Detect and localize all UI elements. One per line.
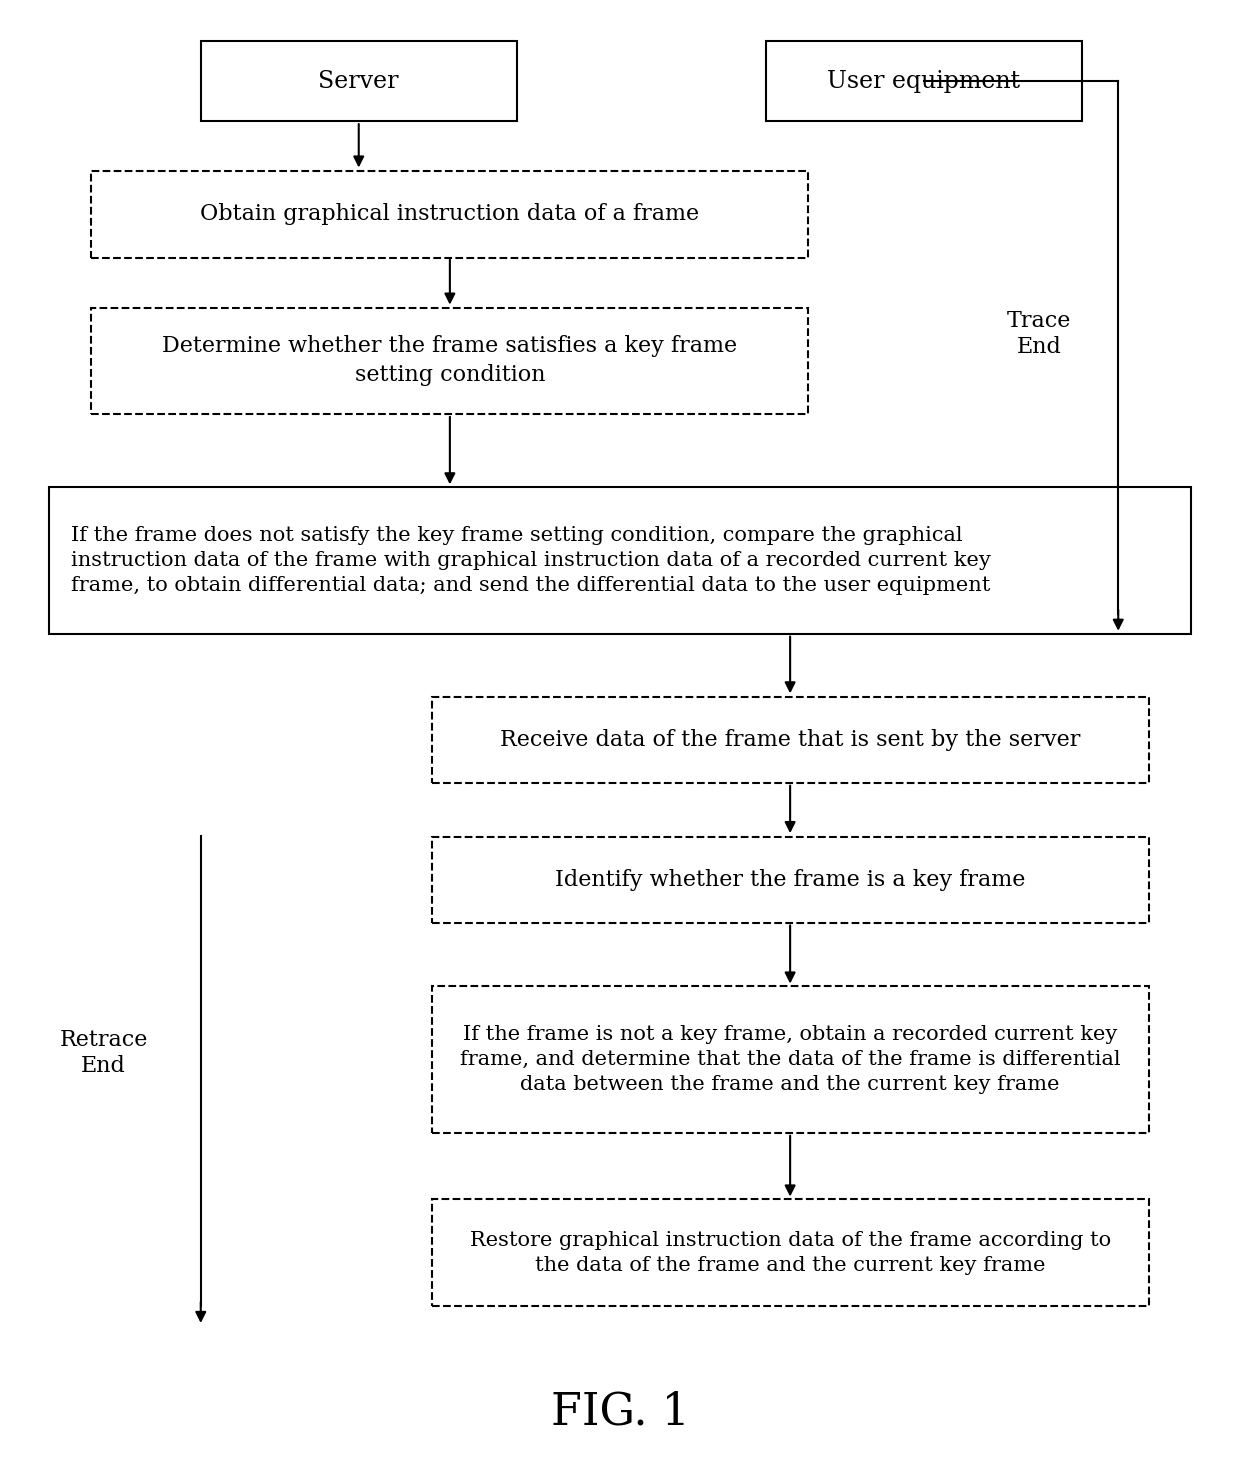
Bar [432, 697, 1148, 783]
Text: If the frame is not a key frame, obtain a recorded current key
frame, and determ: If the frame is not a key frame, obtain … [460, 1025, 1121, 1094]
Text: Retrace
End: Retrace End [60, 1030, 148, 1077]
Bar [201, 41, 517, 122]
Bar [432, 836, 1148, 923]
Text: Determine whether the frame satisfies a key frame
setting condition: Determine whether the frame satisfies a … [162, 336, 738, 386]
Text: Restore graphical instruction data of the frame according to
the data of the fra: Restore graphical instruction data of th… [470, 1231, 1111, 1275]
Text: Receive data of the frame that is sent by the server: Receive data of the frame that is sent b… [500, 729, 1080, 751]
Text: User equipment: User equipment [827, 70, 1021, 92]
Text: Obtain graphical instruction data of a frame: Obtain graphical instruction data of a f… [201, 204, 699, 226]
Bar [432, 1200, 1148, 1306]
Text: Identify whether the frame is a key frame: Identify whether the frame is a key fram… [556, 868, 1025, 890]
Bar [766, 41, 1081, 122]
Bar [432, 986, 1148, 1133]
Bar [92, 172, 808, 258]
Text: If the frame does not satisfy the key frame setting condition, compare the graph: If the frame does not satisfy the key fr… [71, 527, 991, 596]
Bar [92, 308, 808, 414]
Bar [48, 487, 1192, 634]
Text: Server: Server [319, 70, 399, 92]
Text: FIG. 1: FIG. 1 [551, 1391, 689, 1433]
Text: Trace
End: Trace End [1007, 311, 1071, 358]
